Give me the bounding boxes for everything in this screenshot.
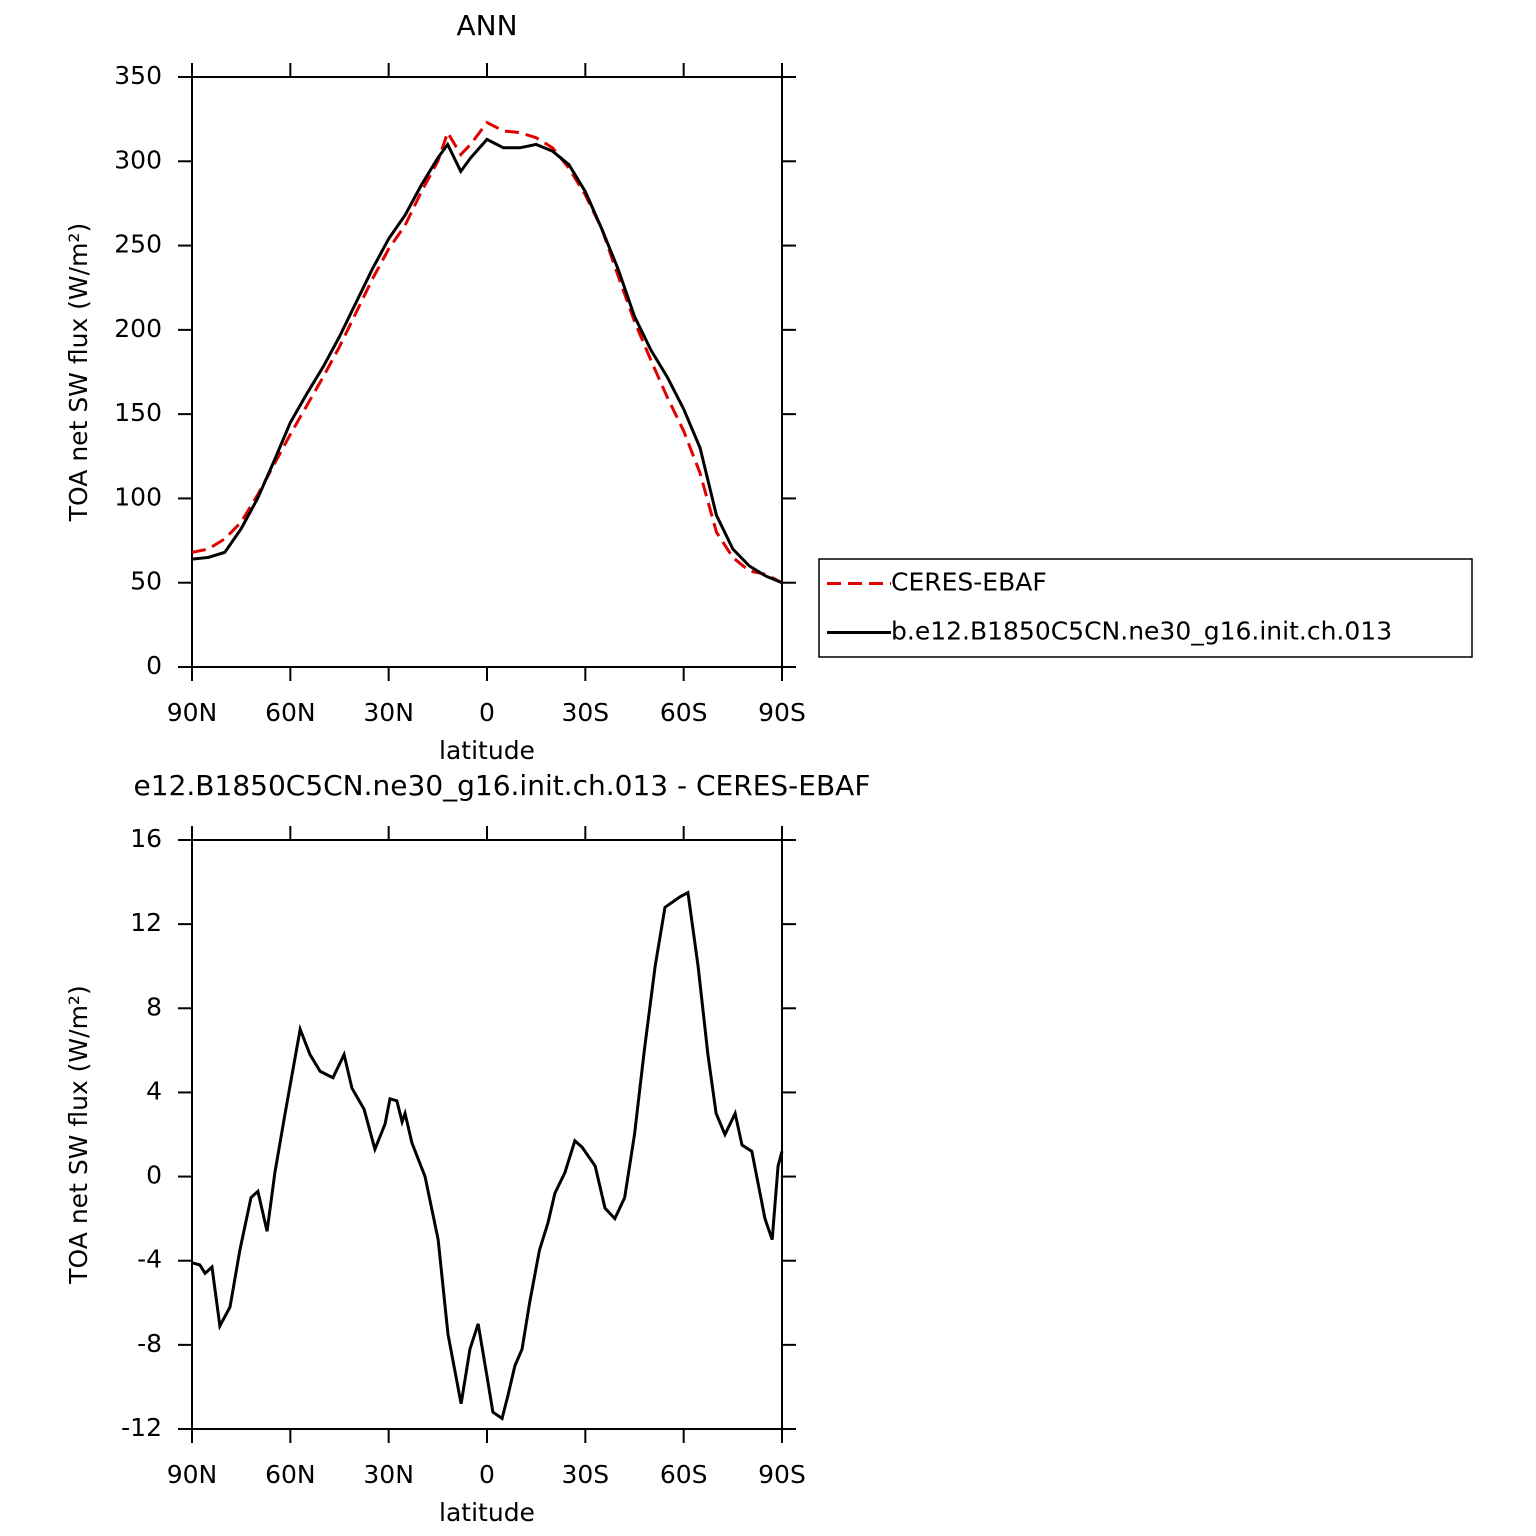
x-tick-label: 90S	[758, 698, 806, 727]
y-tick-label: -8	[137, 1329, 162, 1358]
chart-title: e12.B1850C5CN.ne30_g16.init.ch.013 - CER…	[134, 769, 871, 802]
x-tick-label: 30N	[363, 1460, 414, 1489]
x-axis-label: latitude	[439, 1498, 535, 1527]
y-tick-label: 50	[130, 567, 162, 596]
y-tick-label: 200	[114, 314, 162, 343]
y-tick-label: 300	[114, 145, 162, 174]
y-tick-label: 0	[146, 1161, 162, 1190]
y-tick-label: 8	[146, 992, 162, 1021]
x-tick-label: 30S	[561, 698, 609, 727]
y-tick-label: -12	[121, 1413, 162, 1442]
data-line	[191, 890, 784, 1421]
x-tick-label: 60N	[265, 698, 316, 727]
y-tick-label: 16	[130, 824, 162, 853]
x-tick-label: 60S	[660, 698, 708, 727]
x-tick-label: 30S	[561, 1460, 609, 1489]
y-tick-label: 150	[114, 398, 162, 427]
x-axis-label: latitude	[439, 736, 535, 765]
x-tick-label: 60S	[660, 1460, 708, 1489]
data-line	[191, 120, 783, 585]
x-tick-label: 60N	[265, 1460, 316, 1489]
y-axis-label: TOA net SW flux (W/m²)	[64, 985, 93, 1284]
y-tick-label: 4	[146, 1076, 162, 1105]
y-tick-label: 0	[146, 651, 162, 680]
x-tick-label: 90N	[167, 698, 218, 727]
y-tick-label: 12	[130, 908, 162, 937]
legend-label: CERES-EBAF	[891, 568, 1047, 597]
legend-box	[818, 558, 1473, 658]
chart-title: ANN	[456, 9, 517, 42]
x-tick-label: 30N	[363, 698, 414, 727]
y-tick-label: 250	[114, 230, 162, 259]
y-axis-label: TOA net SW flux (W/m²)	[64, 223, 93, 522]
y-tick-label: -4	[137, 1245, 162, 1274]
y-tick-label: 100	[114, 482, 162, 511]
plot-frame	[191, 76, 783, 668]
y-tick-label: 350	[114, 61, 162, 90]
x-tick-label: 0	[479, 698, 495, 727]
legend-label: b.e12.B1850C5CN.ne30_g16.init.ch.013	[891, 617, 1392, 646]
x-tick-label: 0	[479, 1460, 495, 1489]
data-line	[191, 137, 783, 585]
x-tick-label: 90N	[167, 1460, 218, 1489]
x-tick-label: 90S	[758, 1460, 806, 1489]
